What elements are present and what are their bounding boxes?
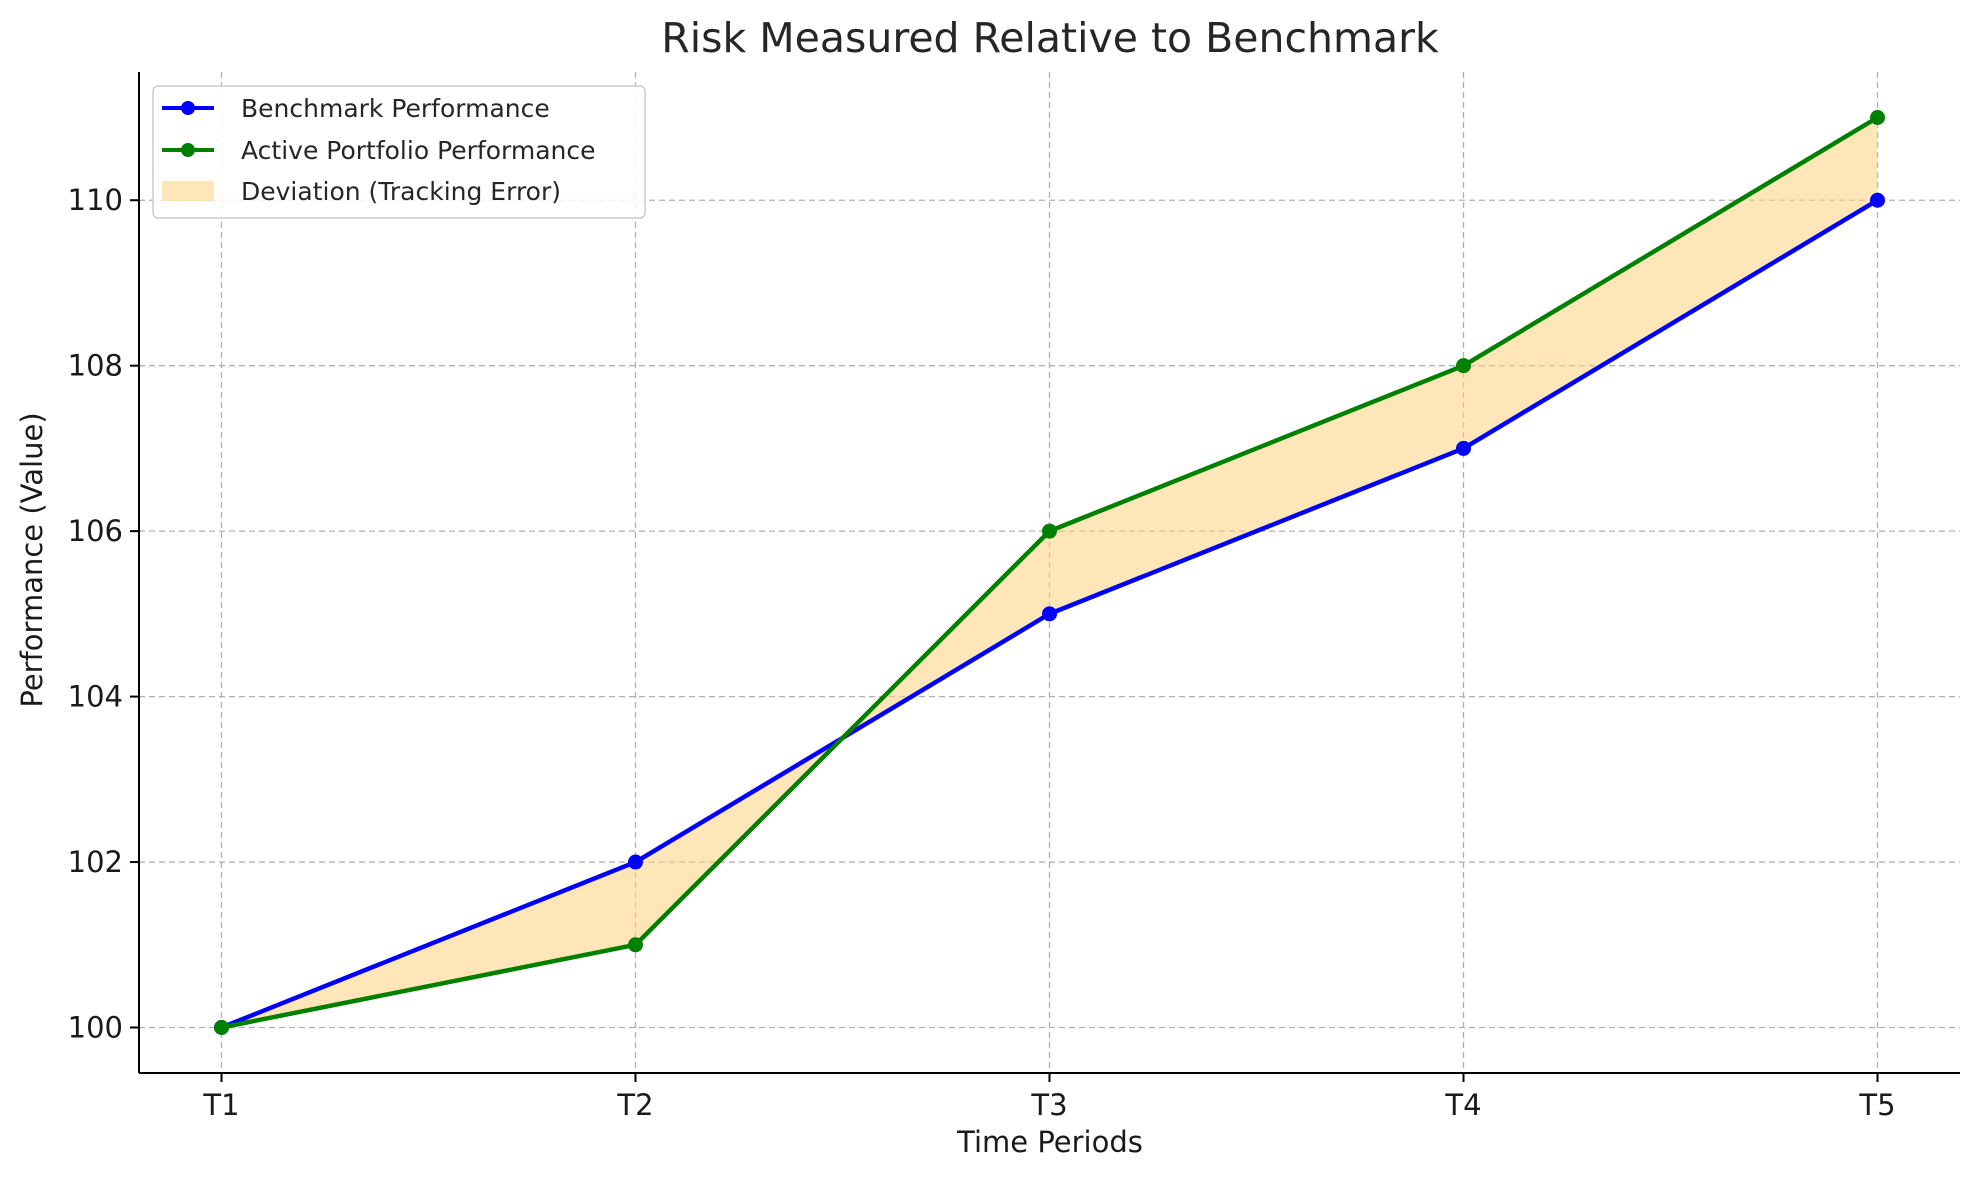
x-tick-label: T1 bbox=[202, 1088, 239, 1122]
y-tick-label: 106 bbox=[68, 514, 123, 548]
tick-labels: T1 T2 T3 T4 T5 100 102 104 106 108 110 bbox=[68, 183, 1896, 1122]
data-point bbox=[1042, 606, 1057, 622]
series-lines bbox=[214, 110, 1885, 1035]
x-tick-label: T5 bbox=[1858, 1088, 1895, 1122]
y-tick-label: 102 bbox=[68, 845, 123, 879]
data-point bbox=[1456, 358, 1471, 374]
legend-marker-benchmark bbox=[181, 101, 195, 115]
y-tick-label: 110 bbox=[68, 183, 123, 217]
legend-label-benchmark: Benchmark Performance bbox=[241, 94, 550, 123]
x-tick-label: T4 bbox=[1444, 1088, 1481, 1122]
x-tick-label: T3 bbox=[1030, 1088, 1067, 1122]
x-tick-label: T2 bbox=[616, 1088, 653, 1122]
legend-frame bbox=[152, 85, 646, 219]
y-tick-label: 100 bbox=[68, 1011, 123, 1045]
legend-item-active: Active Portfolio Performance bbox=[162, 136, 596, 165]
deviation-area bbox=[221, 117, 1878, 1028]
x-axis-label: Time Periods bbox=[956, 1125, 1143, 1159]
y-axis-label: Performance (Value) bbox=[15, 412, 49, 707]
legend-swatch-deviation bbox=[162, 181, 214, 201]
legend: Benchmark Performance Active Portfolio P… bbox=[152, 85, 646, 219]
data-point bbox=[628, 854, 643, 870]
legend-item-benchmark: Benchmark Performance bbox=[162, 94, 550, 123]
data-point bbox=[1870, 110, 1885, 125]
deviation-fill bbox=[221, 117, 1878, 1028]
legend-marker-active bbox=[181, 143, 195, 157]
legend-item-deviation: Deviation (Tracking Error) bbox=[162, 177, 561, 206]
data-point bbox=[628, 937, 643, 953]
data-point bbox=[1870, 192, 1885, 208]
data-point bbox=[214, 1020, 229, 1035]
chart-title: Risk Measured Relative to Benchmark bbox=[661, 14, 1439, 62]
data-point bbox=[1042, 523, 1057, 539]
y-tick-label: 104 bbox=[68, 680, 123, 714]
legend-label-active: Active Portfolio Performance bbox=[241, 136, 596, 165]
data-point bbox=[1456, 440, 1471, 456]
y-tick-label: 108 bbox=[68, 349, 123, 383]
legend-label-deviation: Deviation (Tracking Error) bbox=[241, 177, 561, 206]
